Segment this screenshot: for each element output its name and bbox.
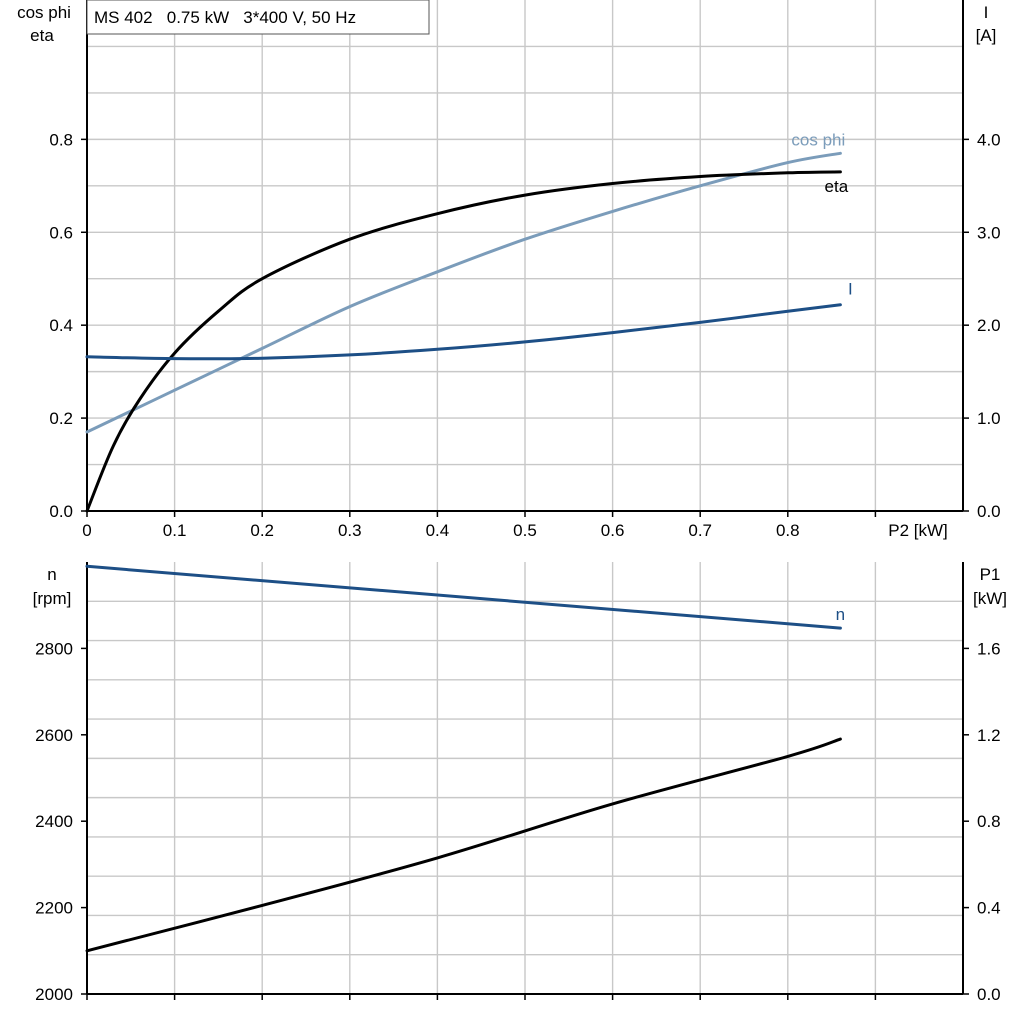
- y-right-tick-label: 3.0: [977, 223, 1001, 242]
- x-tick-label: 0.8: [776, 521, 800, 540]
- series-label-n: n: [836, 605, 845, 624]
- x-tick-label: 0.5: [513, 521, 537, 540]
- y-left-tick-label: 0.0: [49, 502, 73, 521]
- series-line-p1: [85, 737, 842, 953]
- series-line-i: [85, 303, 842, 361]
- y-right-tick-label: 0.0: [977, 985, 1001, 1004]
- x-axis-label: P2 [kW]: [888, 521, 948, 540]
- bottom-panel: 2000 2200 2400 2600 2800 0.0 0.4 0.8 1.2 1.6 n [rpm…: [33, 562, 1007, 1004]
- series-label-cos-phi: cos phi: [791, 130, 845, 149]
- y-right-tick-label: 0.0: [977, 502, 1001, 521]
- y-left-tick-label: 0.4: [49, 316, 73, 335]
- x-tick-label: 0.6: [601, 521, 625, 540]
- x-tick-label: 0.1: [163, 521, 187, 540]
- y-right-tick-label: 1.2: [977, 726, 1001, 745]
- x-tick-label: 0.2: [250, 521, 274, 540]
- y-right-tick-label: 1.6: [977, 639, 1001, 658]
- y-left-axis-label-n: n: [47, 565, 56, 584]
- x-tick-label: 0: [82, 521, 91, 540]
- top-panel: 0.0 0.2 0.4 0.6 0.8 0.0 1.0 2.0 3.0 4.0 0 0.1 0.2 0.3…: [17, 0, 1001, 540]
- series-label-eta: eta: [825, 177, 849, 196]
- y-left-tick-label: 0.8: [49, 130, 73, 149]
- y-left-tick-label: 2400: [35, 812, 73, 831]
- series-line-n: [85, 564, 842, 630]
- y-right-tick-label: 0.4: [977, 899, 1001, 918]
- y-right-tick-label: 2.0: [977, 316, 1001, 335]
- y-right-tick-label: 0.8: [977, 812, 1001, 831]
- y-left-tick-label: 2200: [35, 899, 73, 918]
- series-line-eta: [85, 170, 842, 513]
- y-left-axis-label-eta: eta: [30, 26, 54, 45]
- y-right-axis-label-p1: P1: [980, 565, 1001, 584]
- y-left-tick-label: 2600: [35, 726, 73, 745]
- y-right-axis-label-unit: [A]: [976, 26, 997, 45]
- y-left-axis-label-cosphi: cos phi: [17, 3, 71, 22]
- y-left-tick-label: 0.6: [49, 223, 73, 242]
- chart-title: MS 402 0.75 kW 3*400 V, 50 Hz: [94, 8, 356, 27]
- y-left-tick-label: 2800: [35, 639, 73, 658]
- title-box: MS 402 0.75 kW 3*400 V, 50 Hz: [86, 0, 430, 35]
- y-right-tick-label: 4.0: [977, 130, 1001, 149]
- y-right-axis-label-kw: [kW]: [973, 589, 1007, 608]
- x-tick-label: 0.4: [426, 521, 450, 540]
- series-label-i: I: [848, 280, 853, 299]
- y-left-tick-label: 0.2: [49, 409, 73, 428]
- series-line-cos-phi: [85, 151, 842, 434]
- title-box-frame: [86, 0, 430, 35]
- x-tick-label: 0.7: [688, 521, 712, 540]
- x-tick-label: 0.3: [338, 521, 362, 540]
- y-right-axis-label-i: I: [984, 3, 989, 22]
- y-right-tick-label: 1.0: [977, 409, 1001, 428]
- y-left-axis-label-rpm: [rpm]: [33, 589, 72, 608]
- y-left-tick-label: 2000: [35, 985, 73, 1004]
